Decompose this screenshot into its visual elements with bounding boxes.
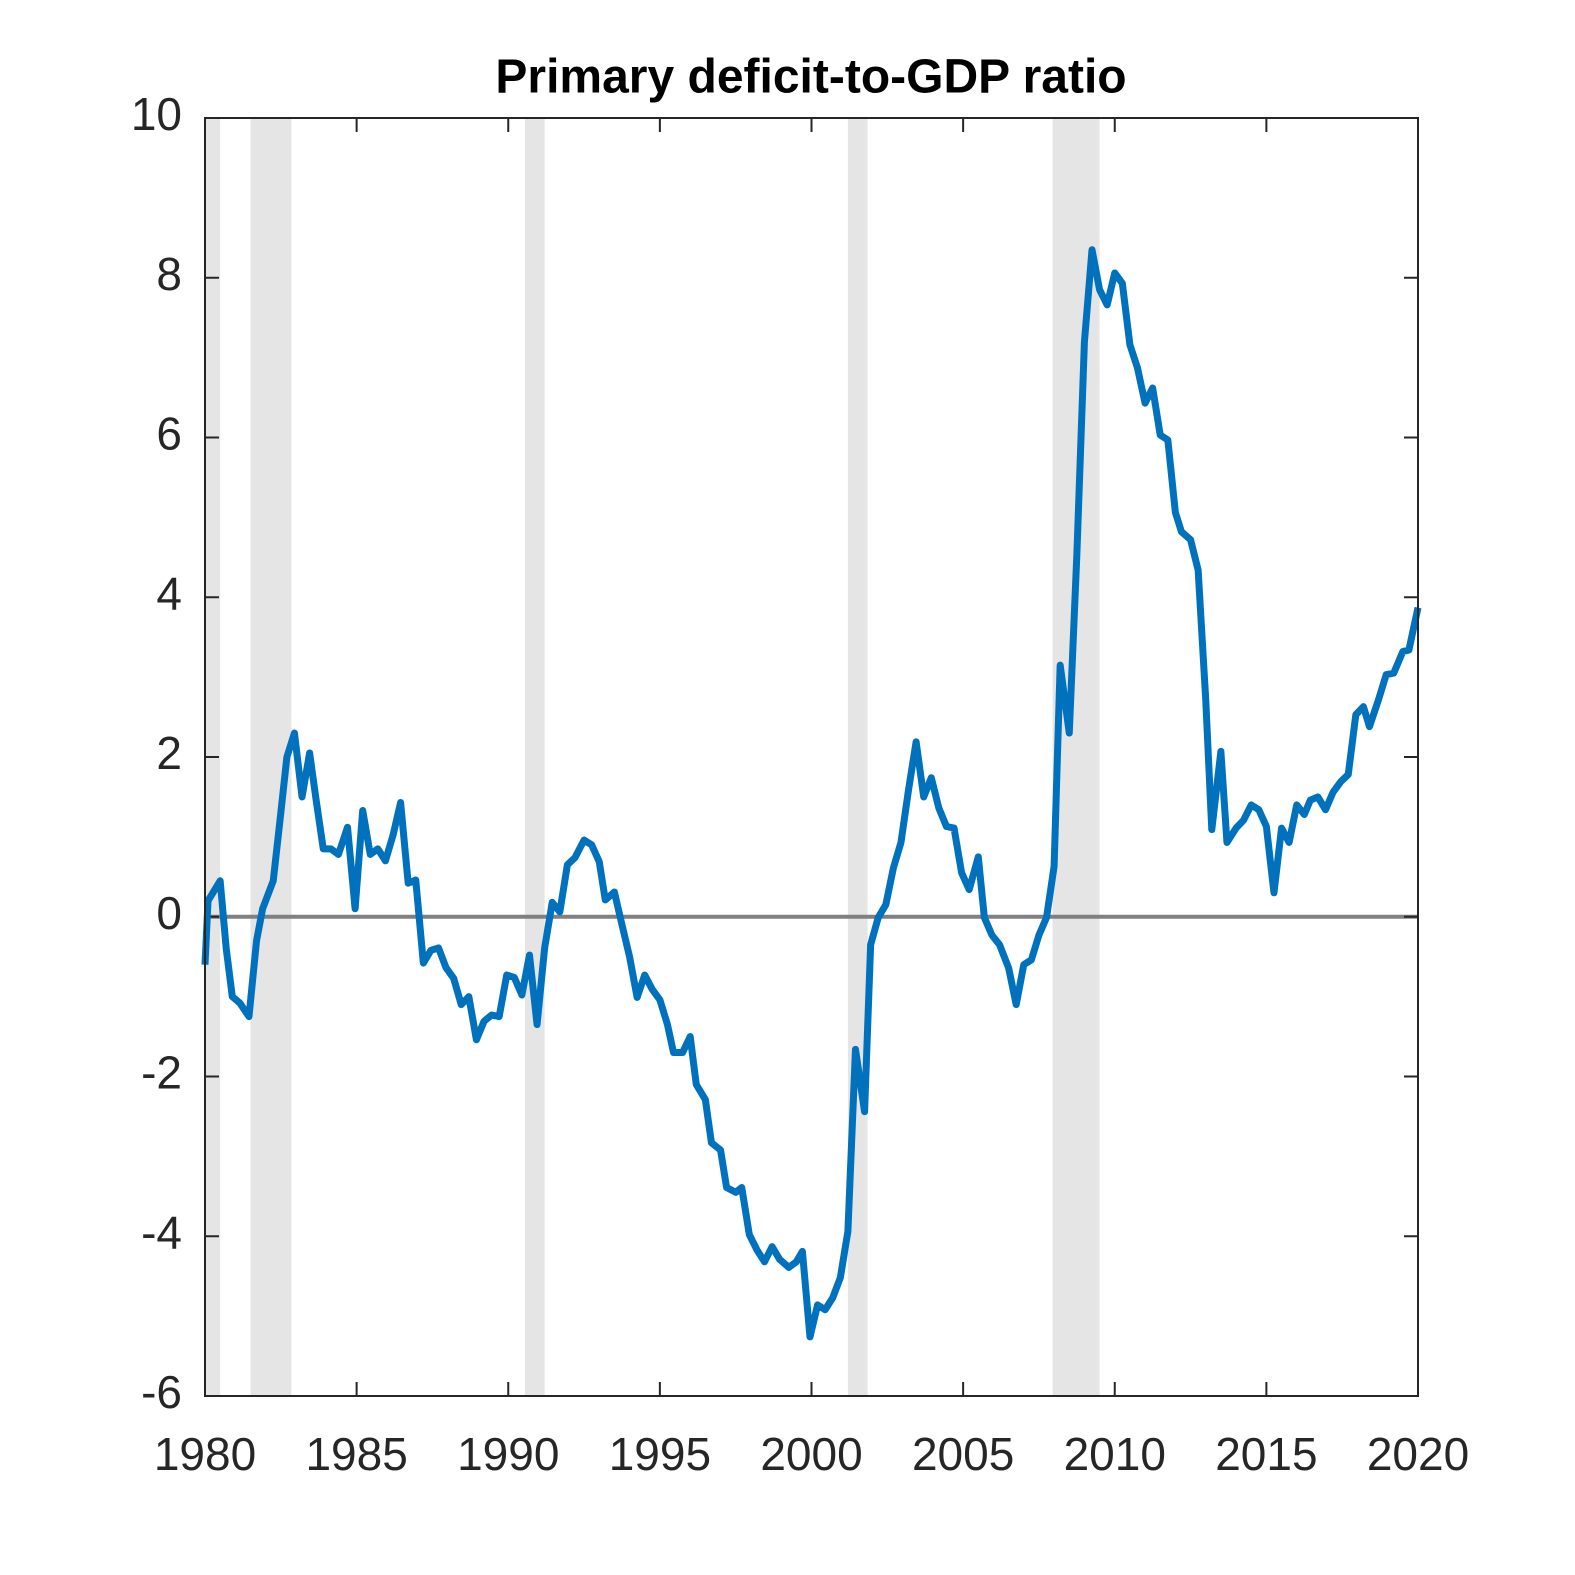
x-tick-label: 2015	[1215, 1428, 1317, 1480]
y-tick-label: -6	[141, 1366, 182, 1418]
y-tick-label: -2	[141, 1047, 182, 1099]
recession-band	[524, 118, 545, 1396]
y-tick-label: 4	[156, 567, 182, 619]
x-tick-label: 2020	[1367, 1428, 1469, 1480]
x-tick-label: 1985	[305, 1428, 407, 1480]
y-tick-label: -4	[141, 1206, 182, 1258]
x-tick-label: 1980	[154, 1428, 256, 1480]
x-tick-label: 1990	[457, 1428, 559, 1480]
x-tick-label: 2000	[760, 1428, 862, 1480]
data-line	[201, 246, 1422, 1341]
x-tick-label: 2005	[912, 1428, 1014, 1480]
y-tick-label: 8	[156, 248, 182, 300]
plot-frame	[204, 117, 1419, 1397]
y-tick-label: 2	[156, 727, 182, 779]
y-tick-label: 10	[131, 88, 182, 140]
y-tick-label: 6	[156, 408, 182, 460]
chart-title: Primary deficit-to-GDP ratio	[495, 51, 1126, 104]
x-tick-label: 2010	[1064, 1428, 1166, 1480]
y-tick-label: 0	[156, 887, 182, 939]
x-tick-label: 1995	[609, 1428, 711, 1480]
